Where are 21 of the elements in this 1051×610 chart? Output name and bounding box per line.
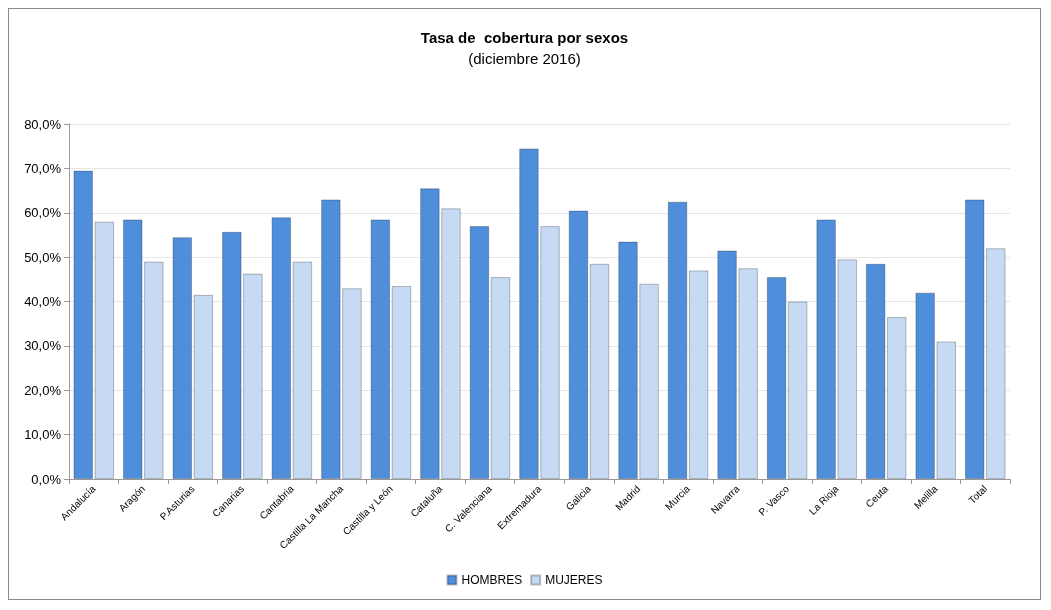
bar [490,277,511,479]
bar [568,210,589,479]
bar [688,270,709,479]
bar [589,263,610,479]
y-tick-label: 50,0% [24,249,62,265]
bar [391,285,412,479]
y-tick-label: 10,0% [24,427,62,443]
y-tick-label: 60,0% [24,205,62,221]
bar [667,201,688,479]
y-tick-label: 30,0% [24,338,62,354]
y-tick-label: 70,0% [24,160,62,176]
bar [370,219,391,479]
chart-title: Tasa de cobertura por sexos [420,29,629,46]
chart-subtitle: (diciembre 2016) [468,50,581,67]
bar [469,226,490,479]
y-tick-label: 0,0% [31,471,62,487]
y-tick-label: 80,0% [24,116,62,132]
legend-label: MUJERES [545,573,603,587]
y-tick-label: 20,0% [24,382,62,398]
y-tick-label: 40,0% [24,294,62,309]
legend-label: HOMBRES [461,573,523,587]
